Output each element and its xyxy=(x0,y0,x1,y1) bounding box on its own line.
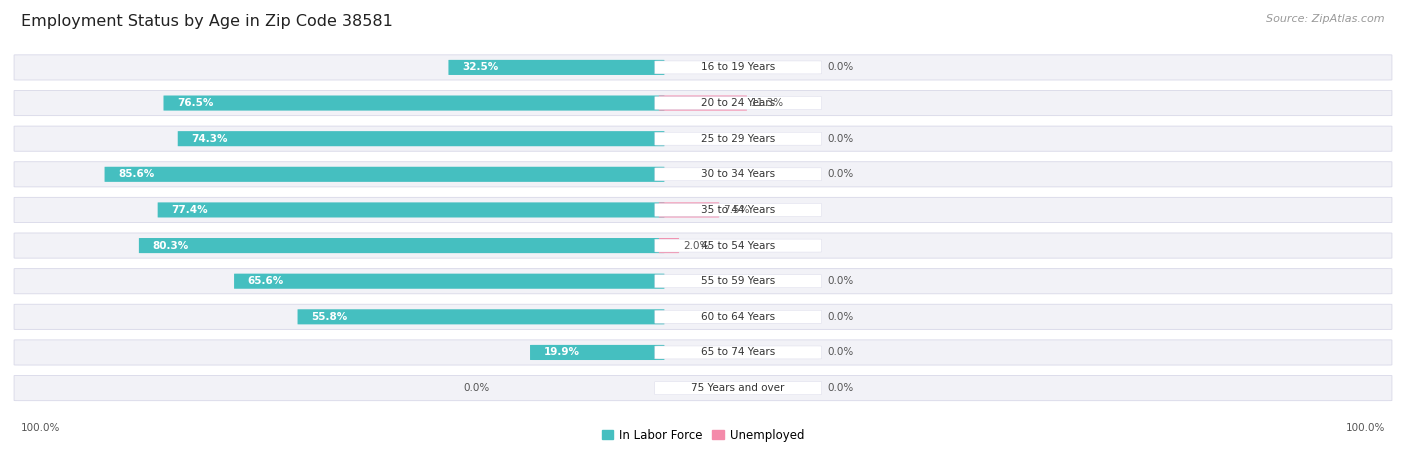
Text: 77.4%: 77.4% xyxy=(172,205,208,215)
FancyBboxPatch shape xyxy=(655,382,821,395)
Text: 25 to 29 Years: 25 to 29 Years xyxy=(702,133,775,144)
Text: 30 to 34 Years: 30 to 34 Years xyxy=(702,169,775,179)
FancyBboxPatch shape xyxy=(163,96,665,110)
Text: 60 to 64 Years: 60 to 64 Years xyxy=(702,312,775,322)
Text: Employment Status by Age in Zip Code 38581: Employment Status by Age in Zip Code 385… xyxy=(21,14,392,28)
Text: 20 to 24 Years: 20 to 24 Years xyxy=(702,98,775,108)
Text: 0.0%: 0.0% xyxy=(827,347,853,358)
FancyBboxPatch shape xyxy=(655,168,821,181)
Text: 11.3%: 11.3% xyxy=(751,98,785,108)
FancyBboxPatch shape xyxy=(530,345,665,360)
FancyBboxPatch shape xyxy=(655,203,821,216)
FancyBboxPatch shape xyxy=(139,238,665,253)
FancyBboxPatch shape xyxy=(655,239,821,252)
FancyBboxPatch shape xyxy=(298,309,665,324)
Text: 0.0%: 0.0% xyxy=(463,383,489,393)
FancyBboxPatch shape xyxy=(659,202,720,217)
FancyBboxPatch shape xyxy=(655,97,821,110)
FancyBboxPatch shape xyxy=(655,275,821,288)
FancyBboxPatch shape xyxy=(177,131,665,146)
Text: 0.0%: 0.0% xyxy=(827,383,853,393)
Text: 19.9%: 19.9% xyxy=(544,347,579,358)
Text: 74.3%: 74.3% xyxy=(191,133,228,144)
Text: 32.5%: 32.5% xyxy=(463,62,499,73)
Text: 65.6%: 65.6% xyxy=(247,276,284,286)
FancyBboxPatch shape xyxy=(233,274,665,289)
Text: 45 to 54 Years: 45 to 54 Years xyxy=(702,240,775,251)
Text: 0.0%: 0.0% xyxy=(827,276,853,286)
Text: 65 to 74 Years: 65 to 74 Years xyxy=(702,347,775,358)
FancyBboxPatch shape xyxy=(14,376,1392,400)
FancyBboxPatch shape xyxy=(655,132,821,145)
FancyBboxPatch shape xyxy=(104,167,665,182)
Text: 2.0%: 2.0% xyxy=(683,240,710,251)
FancyBboxPatch shape xyxy=(655,61,821,74)
FancyBboxPatch shape xyxy=(655,346,821,359)
Text: 85.6%: 85.6% xyxy=(118,169,155,179)
Text: 55.8%: 55.8% xyxy=(311,312,347,322)
FancyBboxPatch shape xyxy=(659,238,679,253)
Text: 35 to 44 Years: 35 to 44 Years xyxy=(702,205,775,215)
Text: Source: ZipAtlas.com: Source: ZipAtlas.com xyxy=(1267,14,1385,23)
FancyBboxPatch shape xyxy=(14,91,1392,115)
Text: 100.0%: 100.0% xyxy=(1346,423,1385,433)
FancyBboxPatch shape xyxy=(14,233,1392,258)
FancyBboxPatch shape xyxy=(157,202,665,217)
FancyBboxPatch shape xyxy=(14,162,1392,187)
Text: 7.5%: 7.5% xyxy=(723,205,749,215)
FancyBboxPatch shape xyxy=(655,310,821,323)
FancyBboxPatch shape xyxy=(14,126,1392,151)
Text: 0.0%: 0.0% xyxy=(827,133,853,144)
Text: 0.0%: 0.0% xyxy=(827,62,853,73)
FancyBboxPatch shape xyxy=(14,304,1392,329)
Text: 0.0%: 0.0% xyxy=(827,169,853,179)
Text: 16 to 19 Years: 16 to 19 Years xyxy=(702,62,775,73)
FancyBboxPatch shape xyxy=(449,60,665,75)
Legend: In Labor Force, Unemployed: In Labor Force, Unemployed xyxy=(598,424,808,446)
FancyBboxPatch shape xyxy=(659,96,747,110)
FancyBboxPatch shape xyxy=(14,269,1392,294)
Text: 76.5%: 76.5% xyxy=(177,98,214,108)
FancyBboxPatch shape xyxy=(14,198,1392,222)
FancyBboxPatch shape xyxy=(14,340,1392,365)
Text: 100.0%: 100.0% xyxy=(21,423,60,433)
FancyBboxPatch shape xyxy=(14,55,1392,80)
Text: 0.0%: 0.0% xyxy=(827,312,853,322)
Text: 80.3%: 80.3% xyxy=(153,240,188,251)
Text: 75 Years and over: 75 Years and over xyxy=(692,383,785,393)
Text: 55 to 59 Years: 55 to 59 Years xyxy=(702,276,775,286)
